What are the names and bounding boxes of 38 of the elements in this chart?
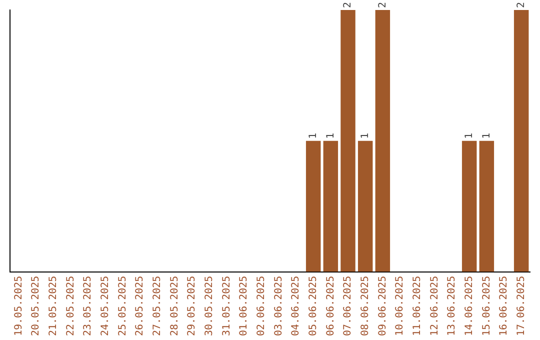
data-label: 1 (360, 132, 371, 139)
data-label: 1 (308, 132, 319, 139)
x-tick-label: 17.06.2025 (516, 276, 527, 336)
x-tick-label: 23.05.2025 (82, 276, 94, 336)
x-tick-label: 05.06.2025 (308, 276, 319, 336)
data-label: 1 (464, 132, 475, 139)
x-tick-label: 28.05.2025 (169, 276, 180, 336)
x-tick-label: 27.05.2025 (152, 276, 163, 336)
x-tick-label: 22.05.2025 (65, 276, 76, 336)
x-tick-label: 25.05.2025 (117, 276, 128, 336)
data-label: 2 (516, 2, 527, 8)
x-tick-label: 30.05.2025 (204, 276, 215, 336)
x-tick-label: 12.06.2025 (429, 276, 440, 336)
x-tick-label: 09.06.2025 (377, 276, 388, 336)
x-tick-label: 03.06.2025 (273, 276, 284, 336)
x-tick-label: 24.05.2025 (100, 276, 111, 336)
x-tick-label: 04.06.2025 (290, 276, 302, 336)
data-label: 2 (377, 2, 388, 8)
x-tick-label: 10.06.2025 (394, 276, 406, 336)
data-label: 1 (325, 132, 336, 139)
x-tick-label: 06.06.2025 (325, 276, 336, 336)
x-tick-label: 15.06.2025 (481, 276, 492, 336)
x-tick-label: 20.05.2025 (30, 276, 42, 336)
x-tick-label: 14.06.2025 (464, 276, 475, 336)
x-tick-label: 07.06.2025 (342, 276, 354, 336)
x-tick-label: 01.06.2025 (238, 276, 250, 336)
data-label: 2 (342, 2, 354, 8)
x-tick-label: 21.05.2025 (48, 276, 59, 336)
x-tick-label: 11.06.2025 (412, 276, 423, 336)
data-label: 1 (481, 132, 492, 139)
x-tick-label: 13.06.2025 (446, 276, 458, 336)
x-tick-label: 16.06.2025 (498, 276, 510, 336)
x-tick-label: 31.05.2025 (221, 276, 232, 336)
x-tick-label: 19.05.2025 (13, 276, 24, 336)
x-tick-label: 02.06.2025 (256, 276, 267, 336)
x-tick-label: 08.06.2025 (360, 276, 371, 336)
x-tick-label: 29.05.2025 (186, 276, 198, 336)
x-tick-label: 26.05.2025 (134, 276, 146, 336)
